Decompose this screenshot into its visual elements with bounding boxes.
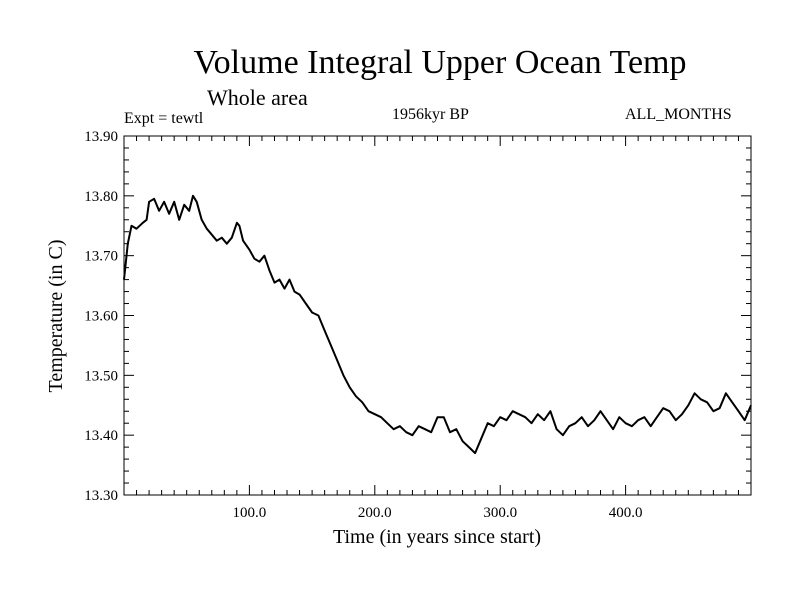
chart-subtitle: Whole area: [207, 85, 308, 110]
months-label: ALL_MONTHS: [625, 106, 732, 123]
plot-frame: [123, 135, 752, 496]
y-tick-label: 13.30: [84, 488, 118, 504]
x-tick-label: 200.0: [358, 505, 392, 521]
y-tick-label: 13.70: [84, 249, 118, 265]
temperature-series-line: [123, 194, 752, 455]
y-tick-label: 13.80: [84, 189, 118, 205]
y-tick-label: 13.90: [84, 129, 118, 145]
x-tick-label: 300.0: [483, 505, 517, 521]
experiment-label: Expt = tewtl: [124, 110, 204, 127]
x-axis-label: Time (in years since start): [333, 526, 541, 548]
y-tick-label: 13.40: [84, 428, 118, 444]
chart-title: Volume Integral Upper Ocean Temp: [193, 44, 687, 81]
y-tick-label: 13.50: [84, 368, 118, 384]
period-label: 1956kyr BP: [392, 106, 469, 123]
y-axis-label: Temperature (in C): [45, 240, 67, 393]
x-tick-label: 100.0: [233, 505, 267, 521]
axis-ticks: [124, 136, 751, 495]
axis-tick-labels: 100.0 200.0 300.0 400.0 13.30 13.40 13.50 13.60…: [84, 129, 642, 521]
y-tick-label: 13.60: [84, 309, 118, 325]
x-tick-label: 400.0: [609, 505, 643, 521]
